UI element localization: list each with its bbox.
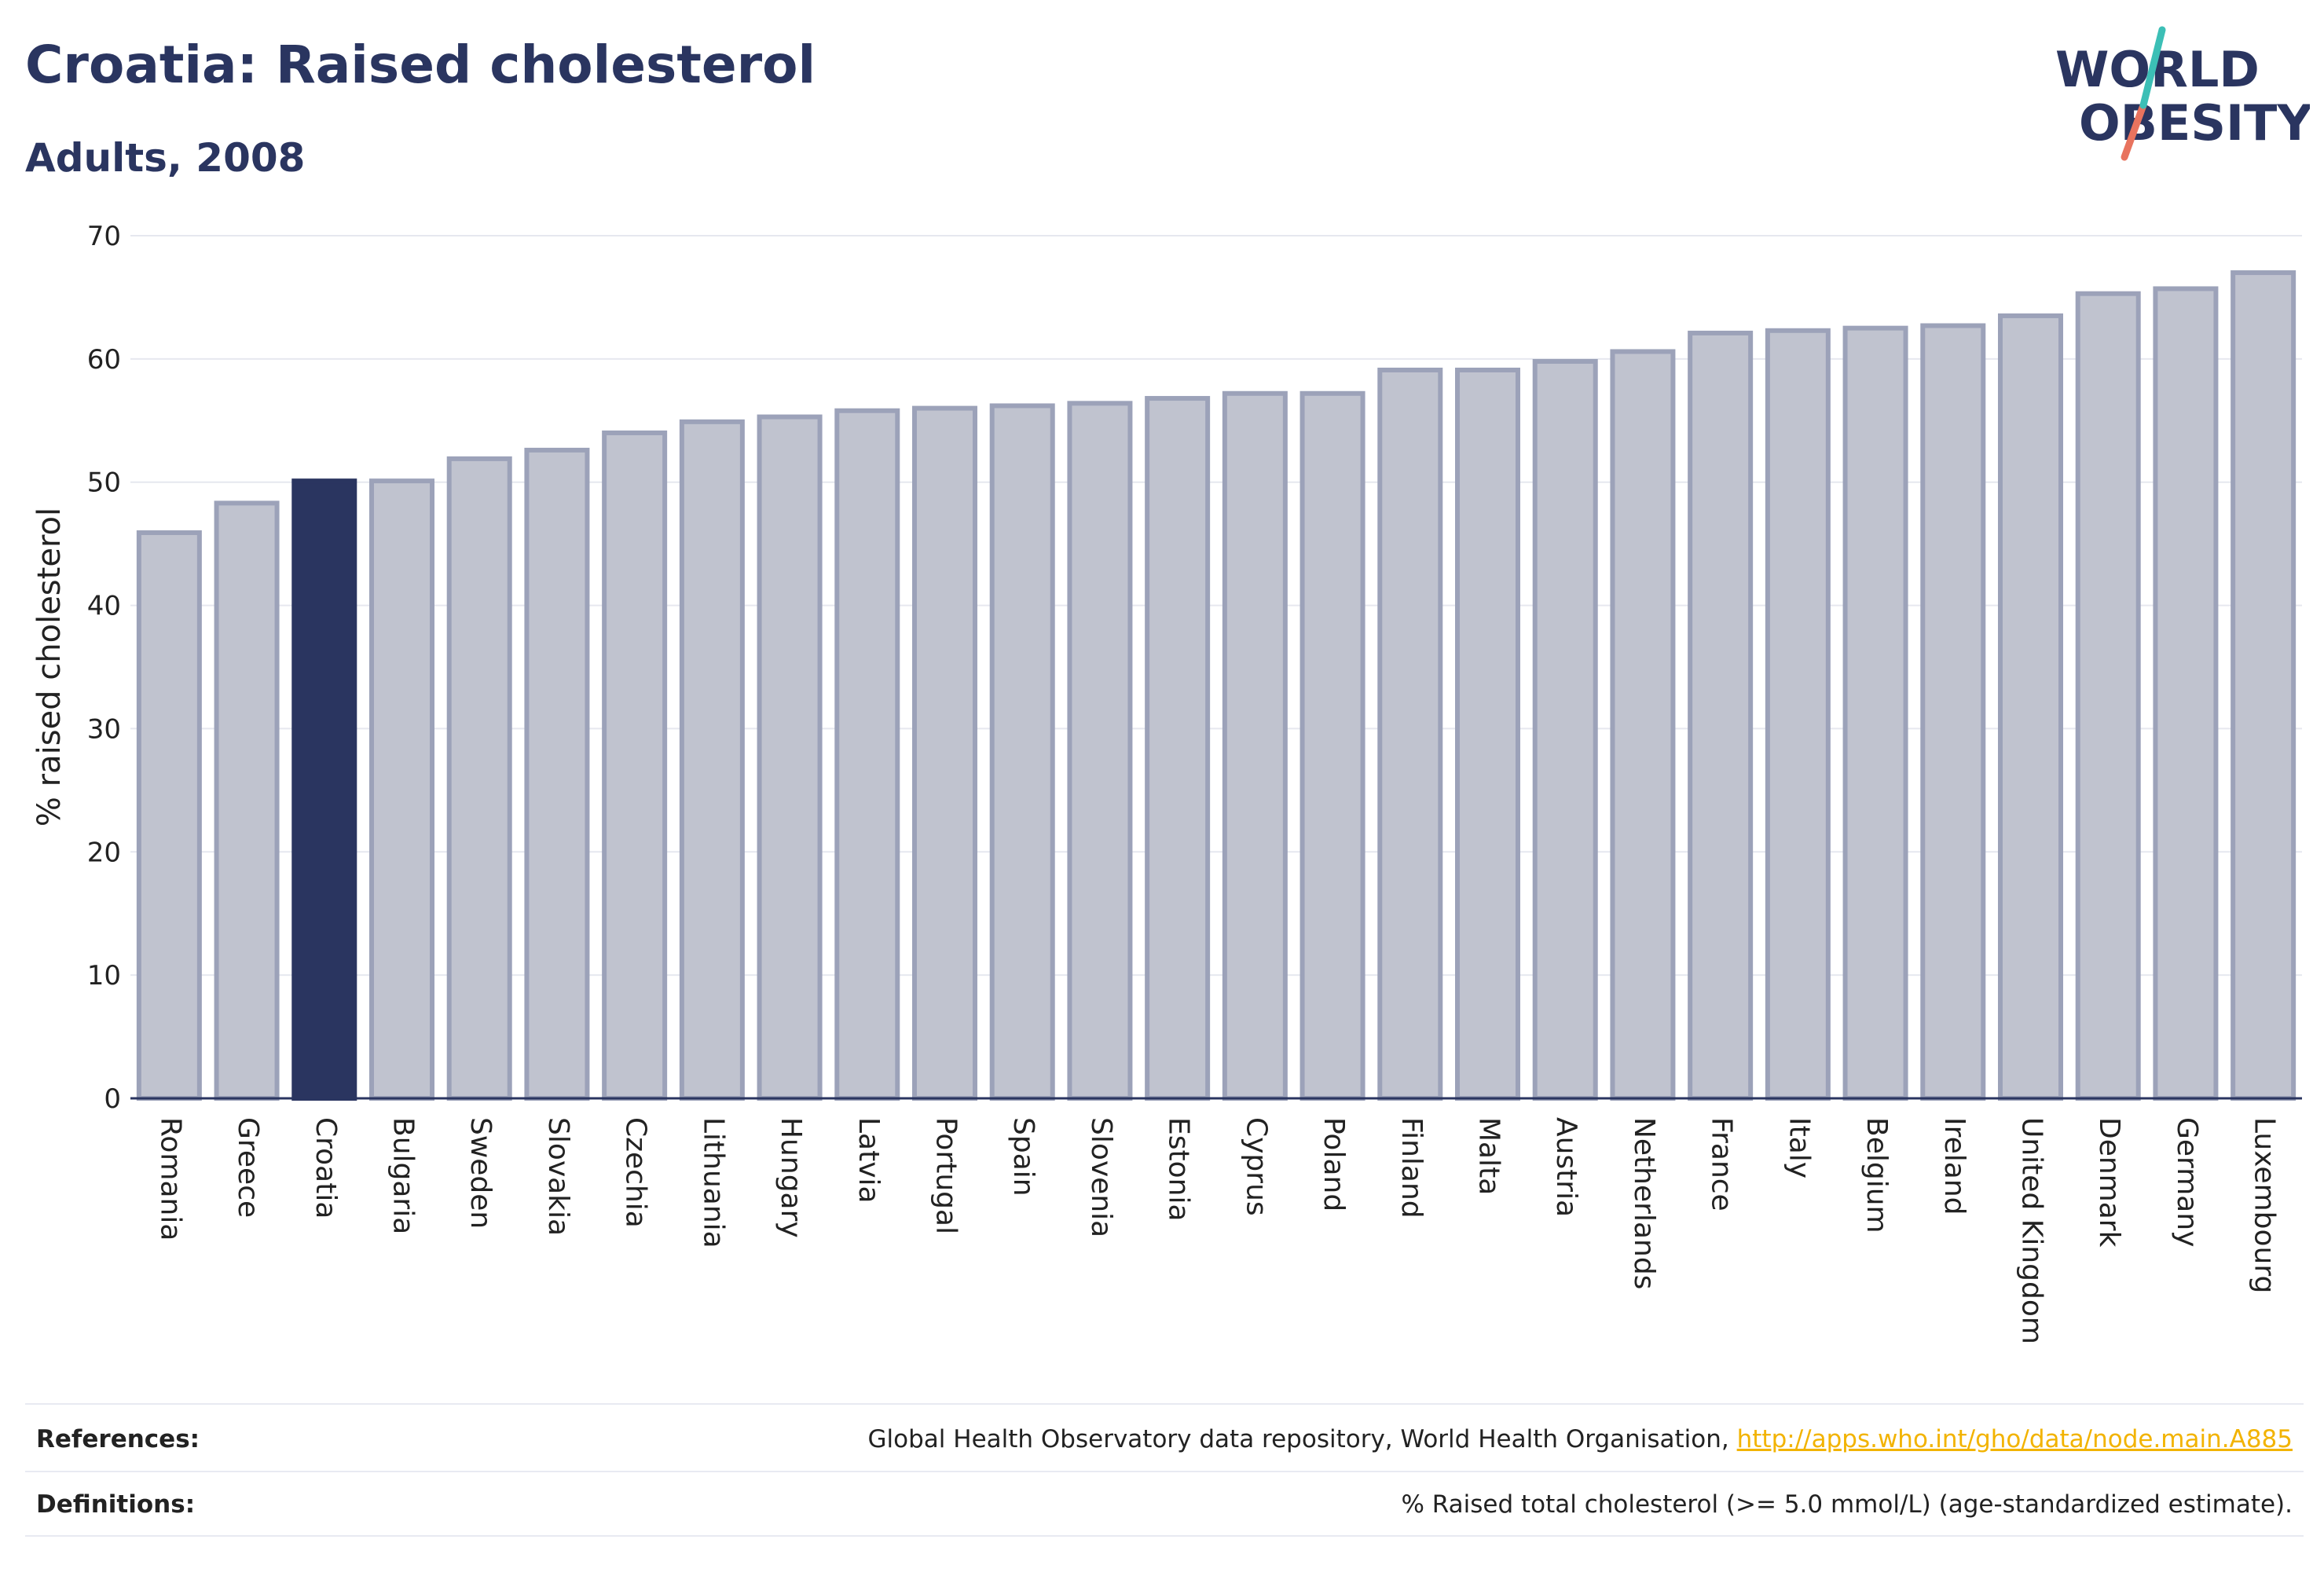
bar-france [1688,330,1754,1101]
bar-denmark [2075,291,2141,1101]
bar-slovenia [1067,401,1133,1101]
bar-luxembourg [2231,270,2297,1101]
definitions-row: Definitions: % Raised total cholesterol … [25,1473,2304,1536]
y-tick-label: 60 [87,344,121,376]
x-tick-label: Slovenia [1085,1117,1117,1237]
footer-rule-middle [25,1471,2304,1472]
x-tick-label: Sweden [464,1117,497,1229]
y-tick-label: 70 [87,221,121,252]
bar-cyprus [1222,390,1288,1101]
x-tick-label: Portugal [930,1117,962,1234]
bar-poland [1299,390,1365,1101]
x-tick-label: Czechia [620,1117,652,1228]
bar-estonia [1145,396,1211,1101]
x-tick-label: Luxembourg [2249,1117,2281,1293]
x-tick-label: United Kingdom [2016,1117,2048,1344]
bar-greece [214,500,280,1101]
footer-rule-bottom [25,1535,2304,1537]
x-tick-label: Bulgaria [387,1117,420,1234]
bar-bulgaria [369,478,434,1101]
x-tick-label: Spain [1007,1117,1039,1197]
y-tick-label: 40 [87,591,121,622]
x-tick-label: Belgium [1860,1117,1893,1233]
x-tick-label: Hungary [775,1117,807,1238]
bar-sweden [446,456,512,1101]
definitions-text: % Raised total cholesterol (>= 5.0 mmol/… [1401,1490,2293,1519]
definitions-label: Definitions: [36,1490,196,1519]
bar-slovakia [524,447,590,1101]
x-tick-label: Ireland [1938,1117,1970,1215]
y-tick-label: 20 [87,837,121,868]
bar-portugal [912,405,977,1101]
page-subtitle: Adults, 2008 [25,135,306,181]
bar-united-kingdom [1998,313,2063,1101]
references-text: Global Health Observatory data repositor… [867,1425,1729,1453]
x-tick-label: Romania [154,1117,186,1241]
footer-rule-top [25,1403,2304,1405]
bar-lithuania [679,419,745,1101]
bar-austria [1532,358,1598,1101]
references-row: References: Global Health Observatory da… [25,1408,2304,1471]
x-tick-label: Denmark [2093,1117,2125,1248]
logo-slash-icon [2121,101,2147,161]
bar-czechia [602,430,668,1101]
bar-chart: 0 10 20 30 40 50 60 70 Romania Greece Croatia Bulg… [31,221,2302,1344]
x-tick-label: Greece [232,1117,264,1218]
y-axis-ticks: 0 10 20 30 40 50 60 70 [87,221,121,1115]
logo-word-obesity: OBESITY [2079,94,2310,152]
references-label: References: [36,1425,200,1453]
logo-slash-icon-top [2139,26,2166,109]
bar-finland [1377,367,1443,1101]
bar-croatia [291,478,357,1101]
x-tick-label: Germany [2171,1117,2203,1247]
world-obesity-logo: WORLD OBESITY [2055,26,2310,161]
references-link[interactable]: http://apps.who.int/gho/data/node.main.A… [1736,1425,2293,1453]
x-tick-label: Poland [1318,1117,1350,1211]
x-tick-label: France [1706,1117,1738,1211]
x-axis-labels: Romania Greece Croatia Bulgaria Sweden Slovak… [154,1117,2280,1344]
bar-netherlands [1610,349,1676,1101]
y-tick-label: 10 [87,960,121,991]
x-tick-label: Finland [1395,1117,1428,1219]
bar-ireland [1920,323,1986,1101]
x-tick-label: Slovakia [542,1117,574,1236]
bar-malta [1455,367,1520,1101]
x-tick-label: Estonia [1163,1117,1195,1222]
x-tick-label: Latvia [852,1117,885,1204]
x-tick-label: Malta [1473,1117,1505,1195]
x-tick-label: Lithuania [697,1117,729,1248]
page-title: Croatia: Raised cholesterol [25,35,816,95]
x-tick-label: Austria [1550,1117,1582,1217]
x-tick-label: Italy [1783,1117,1815,1178]
x-tick-label: Croatia [310,1117,342,1219]
y-tick-label: 50 [87,467,121,499]
bars [136,270,2297,1101]
references-value: Global Health Observatory data repositor… [868,1425,2304,1453]
x-tick-label: Netherlands [1628,1117,1660,1289]
bar-germany [2153,286,2219,1101]
bar-belgium [1842,325,1908,1101]
bar-hungary [757,414,823,1101]
y-tick-label: 0 [104,1083,121,1115]
bar-latvia [834,408,900,1101]
bar-italy [1765,328,1831,1101]
y-tick-label: 30 [87,713,121,745]
bar-romania [136,530,202,1101]
x-tick-label: Cyprus [1240,1117,1272,1216]
y-axis-label: % raised cholesterol [31,508,68,826]
bar-spain [989,403,1055,1101]
